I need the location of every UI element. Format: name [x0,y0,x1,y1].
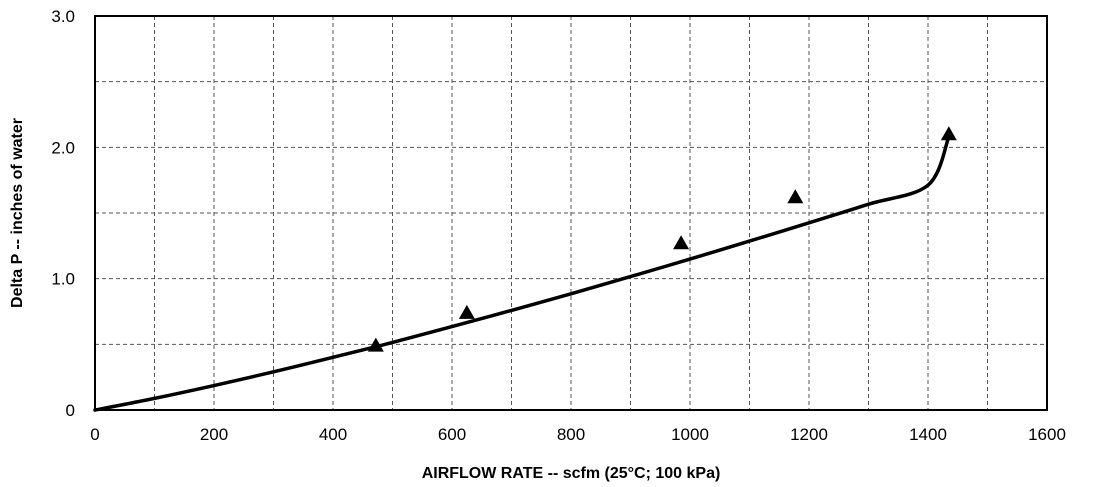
x-tick-label: 1000 [671,425,709,444]
x-tick-label: 1400 [909,425,947,444]
data-point-triangle [673,235,690,250]
fit-curve [93,135,951,412]
x-tick-label: 0 [90,425,99,444]
data-point-triangle [458,304,475,319]
grid-lines [95,16,1047,410]
x-tick-label: 800 [557,425,585,444]
x-tick-label: 1600 [1028,425,1066,444]
x-axis-title: AIRFLOW RATE -- scfm (25°C; 100 kPa) [422,465,721,482]
x-tick-label: 400 [319,425,347,444]
x-tick-label: 200 [200,425,228,444]
x-tick-label: 1200 [790,425,828,444]
x-tick-label: 600 [438,425,466,444]
data-point-triangle [940,126,957,141]
data-point-triangle [787,189,804,204]
y-tick-label: 2.0 [51,138,75,157]
y-axis-title: Delta P -- inches of water [9,118,26,308]
y-axis-tick-labels: 0 1.0 2.0 3.0 [51,7,75,420]
y-tick-label: 1.0 [51,270,75,289]
data-series [93,126,957,412]
plot-area-frame [94,15,1048,411]
data-point-triangle [367,337,384,352]
x-axis-tick-labels: 0 200 400 600 800 1000 1200 1400 1600 [90,425,1066,444]
y-tick-label: 0 [66,401,75,420]
y-tick-label: 3.0 [51,7,75,26]
